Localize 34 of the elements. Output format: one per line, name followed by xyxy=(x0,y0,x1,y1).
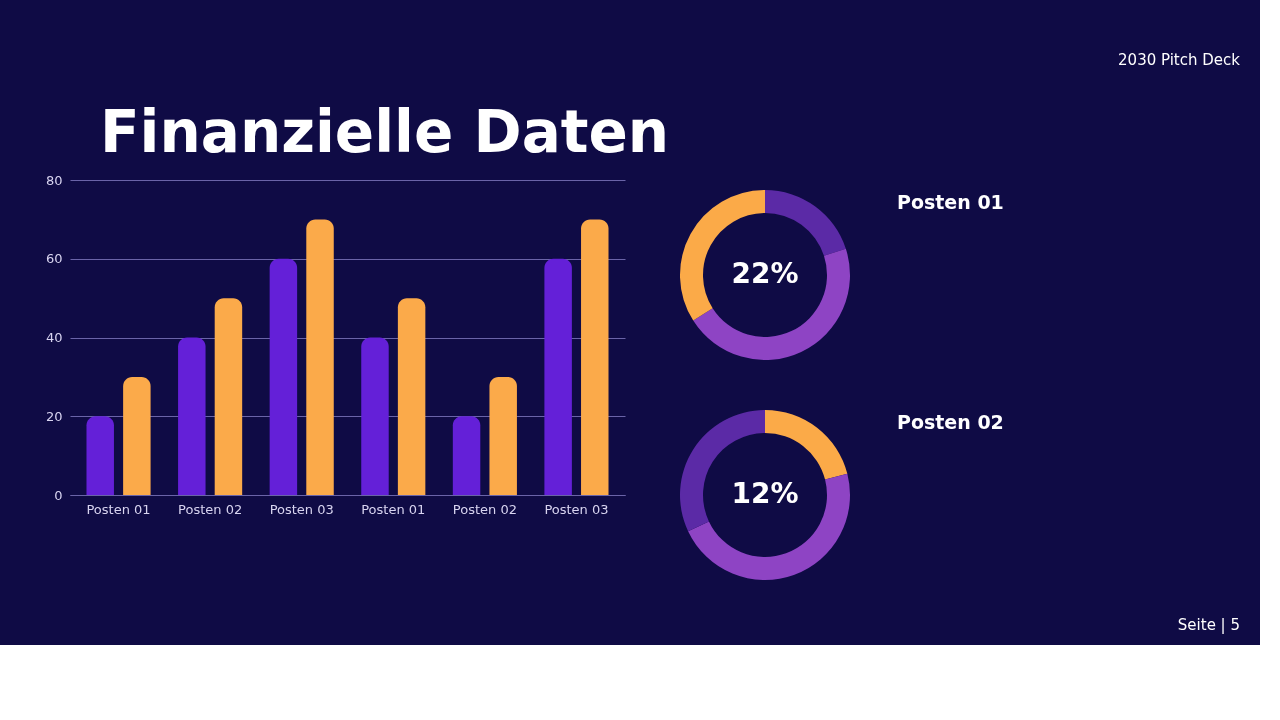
bar xyxy=(489,376,517,495)
bar xyxy=(361,337,389,495)
bar xyxy=(397,298,426,495)
bar xyxy=(581,219,609,495)
y-tick-label: 0 xyxy=(54,487,63,503)
text: 12% xyxy=(731,477,799,510)
bar xyxy=(86,416,114,495)
donut-slice xyxy=(688,473,850,580)
bar xyxy=(214,298,243,495)
bar xyxy=(178,337,206,495)
y-tick-label: 20 xyxy=(45,408,63,424)
donut-slice xyxy=(765,410,848,480)
y-tick-label: 40 xyxy=(45,330,63,345)
x-tick-label: Posten 03 xyxy=(544,501,609,517)
bar xyxy=(452,416,481,495)
x-tick-label: Posten 01 xyxy=(361,501,426,517)
bar xyxy=(306,219,334,495)
x-tick-label: Posten 01 xyxy=(86,501,151,517)
chart-title: Finanzielle Daten xyxy=(100,98,670,166)
text: Posten 02 xyxy=(897,411,1004,433)
bar xyxy=(269,258,298,495)
text: 22% xyxy=(731,257,799,290)
donut-slice xyxy=(693,248,850,360)
x-tick-label: Posten 03 xyxy=(269,501,334,517)
y-tick-label: 60 xyxy=(45,251,63,267)
x-tick-label: Posten 02 xyxy=(452,501,517,517)
text: 2030 Pitch Deck xyxy=(1118,51,1241,69)
donut-slice xyxy=(765,190,846,256)
bar xyxy=(544,258,572,495)
text: Seite | 5 xyxy=(1177,616,1240,634)
text: Posten 01 xyxy=(897,191,1004,213)
bar xyxy=(123,376,151,495)
x-tick-label: Posten 02 xyxy=(178,501,243,517)
y-tick-label: 80 xyxy=(45,172,63,188)
